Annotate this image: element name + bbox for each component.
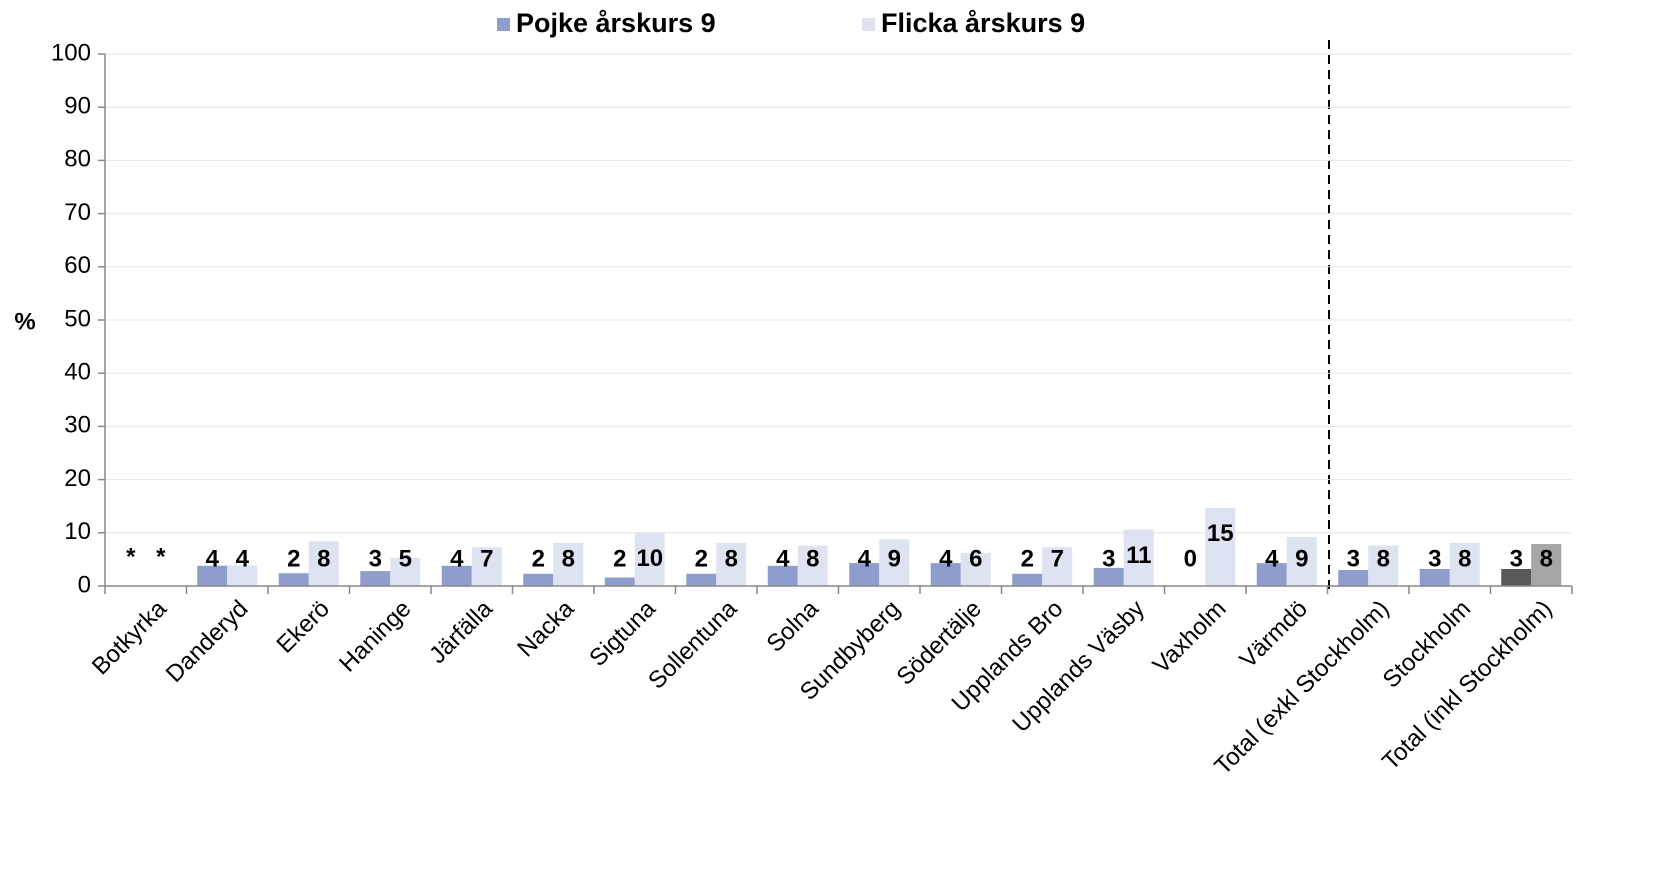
x-tick-label: Järfälla <box>424 595 498 669</box>
data-label: 9 <box>888 545 901 572</box>
legend-swatch <box>497 18 510 31</box>
x-tick-label: Vaxholm <box>1148 595 1232 679</box>
bar <box>634 532 665 586</box>
bar <box>1012 573 1043 586</box>
bar <box>797 545 828 586</box>
y-tick-label: 90 <box>64 93 91 120</box>
bar <box>360 571 391 586</box>
data-label: 3 <box>1428 545 1441 572</box>
bar <box>471 547 502 586</box>
data-label: 8 <box>1458 545 1471 572</box>
bar <box>1419 568 1450 586</box>
data-label: 4 <box>450 545 464 572</box>
x-tick-label: Sigtuna <box>584 595 661 672</box>
data-label: 4 <box>236 545 250 572</box>
x-tick-label: Sollentuna <box>643 595 743 695</box>
y-tick-label: 30 <box>64 412 91 439</box>
x-tick-label: Värmdö <box>1234 595 1313 674</box>
x-tick-label: Danderyd <box>161 595 254 688</box>
bar <box>1449 542 1480 586</box>
bar <box>1256 563 1287 586</box>
y-axis-label: % <box>14 308 35 335</box>
y-tick-label: 10 <box>64 518 91 545</box>
bar <box>197 565 228 586</box>
data-label: 8 <box>562 545 575 572</box>
legend-label: Flicka årskurs 9 <box>881 8 1085 38</box>
data-label: 3 <box>1347 545 1360 572</box>
bar <box>523 573 554 586</box>
data-label: 6 <box>969 545 982 572</box>
y-tick-label: 100 <box>51 39 91 66</box>
bar <box>879 539 910 586</box>
data-label: 4 <box>858 545 872 572</box>
bar <box>441 565 472 586</box>
data-label: 8 <box>1540 545 1553 572</box>
bar <box>604 577 635 586</box>
data-label: 9 <box>1295 545 1308 572</box>
legend-label: Pojke årskurs 9 <box>516 8 716 38</box>
data-label: 4 <box>776 545 790 572</box>
bar <box>767 565 798 586</box>
data-label: 8 <box>806 545 819 572</box>
bar <box>686 573 717 586</box>
bar <box>227 565 258 586</box>
y-tick-label: 80 <box>64 146 91 173</box>
data-label: 5 <box>399 545 412 572</box>
data-label: 2 <box>613 545 626 572</box>
bar <box>849 563 880 586</box>
data-label: 0 <box>1184 545 1197 572</box>
data-label: 8 <box>1377 545 1390 572</box>
bar <box>1286 537 1317 586</box>
bar <box>553 542 584 586</box>
data-label: * <box>156 543 166 570</box>
bar <box>1501 568 1532 586</box>
x-tick-label: Nacka <box>512 595 580 663</box>
y-tick-label: 40 <box>64 359 91 386</box>
y-tick-label: 20 <box>64 465 91 492</box>
data-label: 3 <box>1102 545 1115 572</box>
bar <box>390 557 421 586</box>
y-tick-label: 60 <box>64 252 91 279</box>
data-label: * <box>126 543 136 570</box>
data-label: 4 <box>939 545 953 572</box>
x-tick-label: Botkyrka <box>87 595 173 681</box>
data-label: 8 <box>317 545 330 572</box>
bar <box>308 541 339 586</box>
bar <box>1123 529 1154 586</box>
legend-swatch <box>862 18 875 31</box>
x-tick-label: Haninge <box>334 595 416 677</box>
bar <box>1205 507 1236 586</box>
bar <box>1531 543 1562 586</box>
data-label: 3 <box>369 545 382 572</box>
bar <box>1042 547 1073 586</box>
data-label: 4 <box>1265 545 1279 572</box>
data-label: 15 <box>1207 520 1234 547</box>
bar <box>716 542 747 586</box>
bar <box>930 563 961 586</box>
data-label: 2 <box>1021 545 1034 572</box>
x-tick-label: Ekerö <box>272 595 335 658</box>
data-label: 10 <box>636 545 663 572</box>
data-label: 2 <box>695 545 708 572</box>
bar <box>960 553 991 586</box>
y-tick-label: 70 <box>64 199 91 226</box>
data-label: 8 <box>725 545 738 572</box>
data-label: 11 <box>1126 542 1151 569</box>
y-tick-label: 50 <box>64 305 91 332</box>
data-label: 4 <box>206 545 220 572</box>
data-label: 3 <box>1510 545 1523 572</box>
bar <box>1368 545 1399 586</box>
bar <box>278 573 309 586</box>
y-tick-label: 0 <box>78 571 91 598</box>
data-label: 7 <box>480 545 493 572</box>
data-label: 2 <box>532 545 545 572</box>
bar <box>1338 570 1369 586</box>
bar <box>1093 567 1124 586</box>
data-label: 7 <box>1051 545 1064 572</box>
data-label: 2 <box>287 545 300 572</box>
x-tick-label: Solna <box>761 595 824 658</box>
